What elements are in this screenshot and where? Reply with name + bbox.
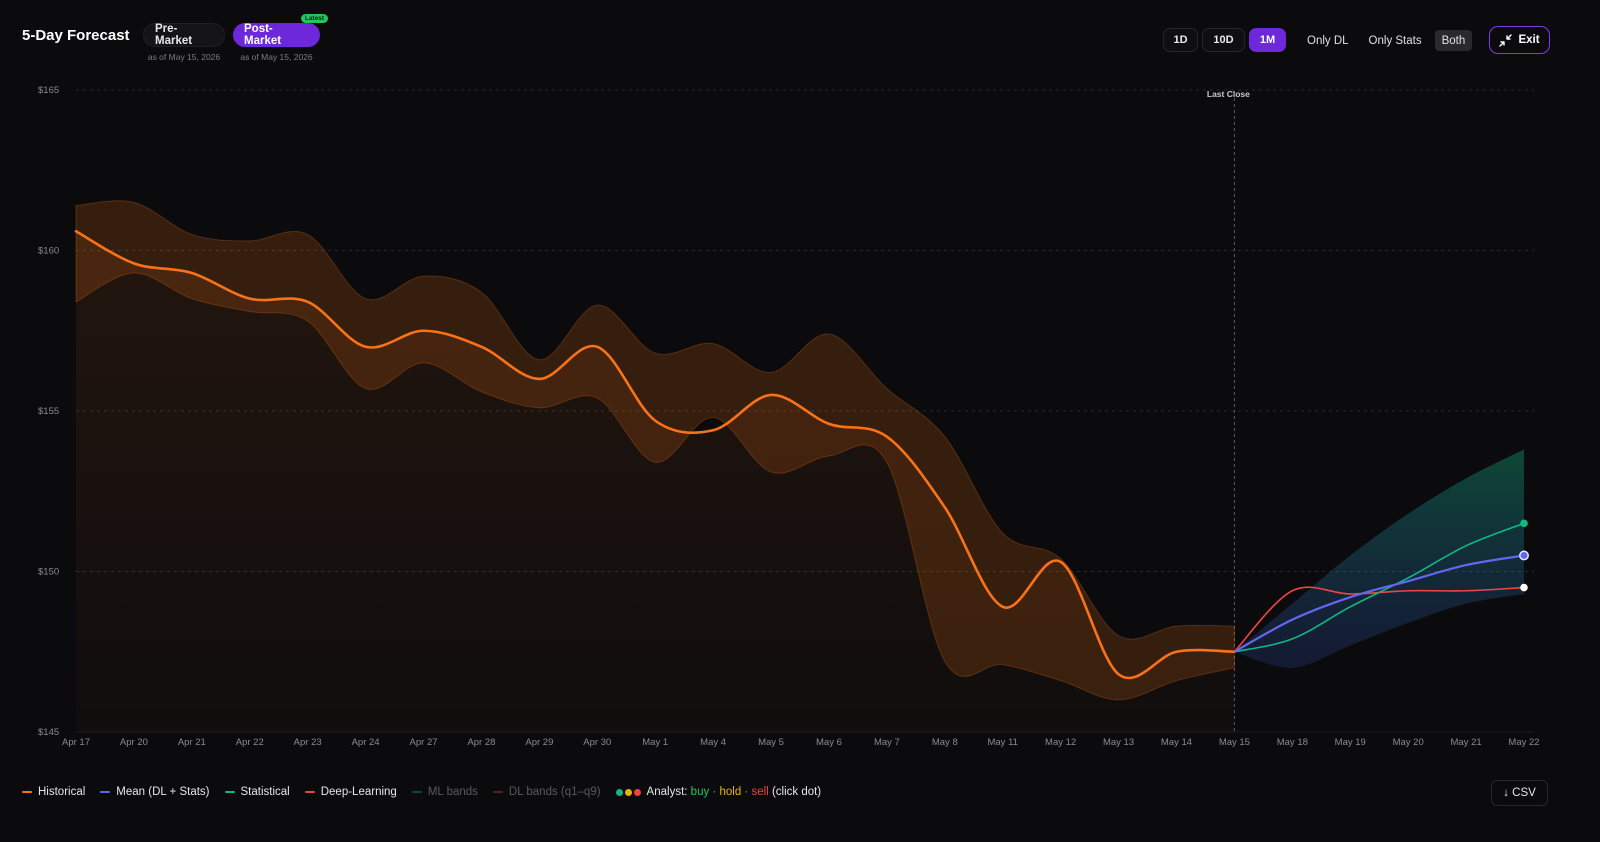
analyst-prefix: Analyst: [646, 786, 688, 798]
analyst-target-dot [1520, 583, 1528, 592]
x-tick-label: May 21 [1451, 737, 1482, 748]
y-tick-label: $165 [38, 85, 59, 96]
legend-deep-learning[interactable]: Deep-Learning [304, 786, 397, 798]
analyst-sell-dot [633, 788, 641, 796]
legend-dl-bands[interactable]: DL bands (q1–q9) [492, 786, 601, 798]
x-tick-label: Apr 20 [120, 737, 148, 748]
range-selector: 1D 10D 1M [1163, 28, 1286, 52]
chart-legend: Historical Mean (DL + Stats) Statistical… [22, 786, 821, 798]
x-tick-label: Apr 21 [178, 737, 206, 748]
x-tick-label: May 13 [1103, 737, 1134, 748]
x-tick-label: Apr 17 [62, 737, 90, 748]
analyst-buy-dot [615, 788, 623, 796]
analyst-separator: · [712, 786, 717, 798]
x-tick-label: May 19 [1335, 737, 1366, 748]
session-pre-market-group: Pre-Market as of May 15, 2026 [143, 23, 225, 62]
legend-label: Mean (DL + Stats) [116, 786, 210, 798]
both-button[interactable]: Both [1434, 30, 1473, 51]
exit-label: Exit [1518, 34, 1540, 46]
historical-line [74, 229, 1236, 680]
post-market-label: Post-Market [244, 23, 282, 47]
pre-market-label: Pre-Market [155, 23, 193, 47]
legend-mean[interactable]: Mean (DL + Stats) [100, 786, 210, 798]
legend-statistical[interactable]: Statistical [224, 786, 290, 798]
x-tick-label: Apr 24 [352, 737, 380, 748]
deep-learning-swatch [304, 791, 315, 793]
x-tick-label: May 18 [1277, 737, 1308, 748]
historical-area-fill [76, 231, 1235, 733]
analyst-hold-label: hold [719, 786, 742, 798]
model-mode-selector: Only DL Only Stats Both [1300, 30, 1473, 51]
x-tick-label: May 22 [1508, 737, 1539, 748]
y-tick-label: $155 [38, 406, 59, 417]
statistical-end-dot [1520, 519, 1528, 528]
range-1d-button[interactable]: 1D [1163, 28, 1198, 52]
statistical-swatch [224, 791, 235, 793]
statistical-line [1234, 522, 1525, 653]
x-tick-label: May 15 [1219, 737, 1250, 748]
legend-ml-bands[interactable]: ML bands [411, 786, 478, 798]
x-tick-label: Apr 30 [583, 737, 611, 748]
mean-end-dot [1519, 550, 1529, 561]
legend-historical[interactable]: Historical [22, 786, 85, 798]
exit-fullscreen-button[interactable]: Exit [1489, 26, 1550, 54]
x-tick-label: May 12 [1045, 737, 1076, 748]
y-tick-label: $160 [38, 246, 59, 257]
only-dl-button[interactable]: Only DL [1307, 34, 1349, 47]
pre-market-button[interactable]: Pre-Market [143, 23, 225, 47]
x-tick-label: Apr 23 [294, 737, 322, 748]
dl-bands-swatch [492, 791, 503, 793]
legend-label: ML bands [427, 786, 478, 798]
x-tick-label: May 7 [874, 737, 900, 748]
last-close-label: Last Close [1207, 89, 1250, 99]
post-market-button[interactable]: Post-Market Latest [233, 14, 328, 47]
line-layer [74, 229, 1529, 680]
session-post-market-group: Post-Market Latest as of May 15, 2026 [233, 14, 328, 62]
mean-line [1233, 554, 1525, 653]
historical-swatch [22, 791, 32, 793]
x-tick-label: Apr 28 [467, 737, 495, 748]
post-market-as-of: as of May 15, 2026 [240, 52, 313, 62]
page-title: 5-Day Forecast [22, 27, 130, 44]
analyst-separator: · [744, 786, 749, 798]
legend-label: Deep-Learning [320, 786, 397, 798]
range-10d-button[interactable]: 10D [1202, 28, 1245, 52]
label-layer: $145 $150 $155 $160 $165 Apr 17 Apr 20 Apr 21 Ap… [38, 85, 1540, 748]
analyst-legend[interactable]: Analyst: buy · hold · sell (click dot) [615, 786, 822, 798]
x-tick-label: May 14 [1161, 737, 1192, 748]
latest-badge: Latest [300, 14, 328, 23]
x-tick-label: Apr 22 [236, 737, 264, 748]
ml-bands-swatch [411, 791, 422, 793]
analyst-suffix: (click dot) [771, 786, 822, 798]
legend-label: Statistical [240, 786, 290, 798]
collapse-icon [1499, 33, 1513, 47]
x-tick-label: May 4 [700, 737, 726, 748]
x-tick-label: May 20 [1393, 737, 1424, 748]
x-tick-label: May 6 [816, 737, 842, 748]
deep-learning-line [1233, 586, 1525, 653]
legend-label: DL bands (q1–q9) [508, 786, 601, 798]
mean-swatch [100, 791, 111, 793]
x-tick-label: May 8 [932, 737, 958, 748]
area-layer [75, 200, 1524, 733]
range-1m-button[interactable]: 1M [1249, 28, 1286, 52]
x-tick-label: May 11 [987, 737, 1017, 748]
csv-download-button[interactable]: ↓ CSV [1491, 780, 1548, 806]
x-tick-label: May 5 [758, 737, 784, 748]
x-tick-label: May 1 [642, 737, 668, 748]
analyst-buy-label: buy [690, 786, 710, 798]
analyst-hold-dot [624, 788, 632, 796]
analyst-sell-label: sell [751, 786, 769, 798]
historical-band [75, 200, 1235, 701]
y-tick-label: $145 [38, 727, 59, 738]
x-tick-label: Apr 27 [410, 737, 438, 748]
forecast-band [1234, 449, 1524, 668]
legend-label: Historical [38, 786, 86, 798]
y-tick-label: $150 [38, 567, 59, 578]
only-stats-button[interactable]: Only Stats [1368, 34, 1422, 47]
x-tick-label: Apr 29 [525, 737, 553, 748]
pre-market-as-of: as of May 15, 2026 [147, 52, 221, 62]
